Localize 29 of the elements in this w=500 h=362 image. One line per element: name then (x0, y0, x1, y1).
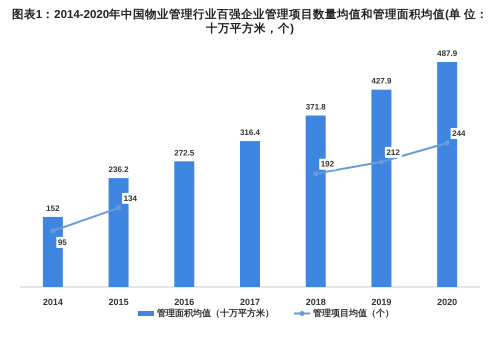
data-label: 244 (452, 129, 466, 138)
data-label: 487.9 (437, 49, 458, 58)
data-label: 272.5 (174, 148, 195, 158)
x-tick-label: 2016 (174, 297, 194, 307)
x-tick-label: 2015 (108, 297, 129, 307)
bar (240, 141, 260, 287)
data-label: 134 (124, 194, 138, 203)
x-tick-label: 2014 (42, 297, 63, 307)
data-label: 212 (386, 148, 400, 157)
point (50, 228, 56, 234)
x-tick-label: 2017 (240, 297, 260, 307)
point (116, 205, 122, 210)
data-label: 192 (320, 160, 335, 169)
legend-label: 管理面积均值（十万平方米） (156, 308, 274, 318)
point (444, 140, 450, 146)
data-label: 316.4 (240, 128, 261, 138)
legend-label: 管理项目均值（个） (312, 308, 394, 318)
point (378, 159, 384, 164)
data-label: 371.8 (306, 102, 326, 112)
data-label: 236.2 (108, 165, 130, 174)
bar (174, 161, 194, 287)
data-label: 152 (46, 204, 60, 213)
point (313, 171, 318, 176)
x-tick-label: 2018 (306, 297, 326, 307)
x-tick-label: 2020 (437, 297, 458, 307)
title: 图表1：2014-2020年中国物业管理行业百强企业管理项目数量均值和管理面积均值(单 位：十万平方米，个) (12, 9, 488, 35)
x-tick-label: 2019 (371, 297, 392, 307)
data-label: 95 (58, 238, 68, 247)
data-label: 427.9 (371, 76, 392, 86)
